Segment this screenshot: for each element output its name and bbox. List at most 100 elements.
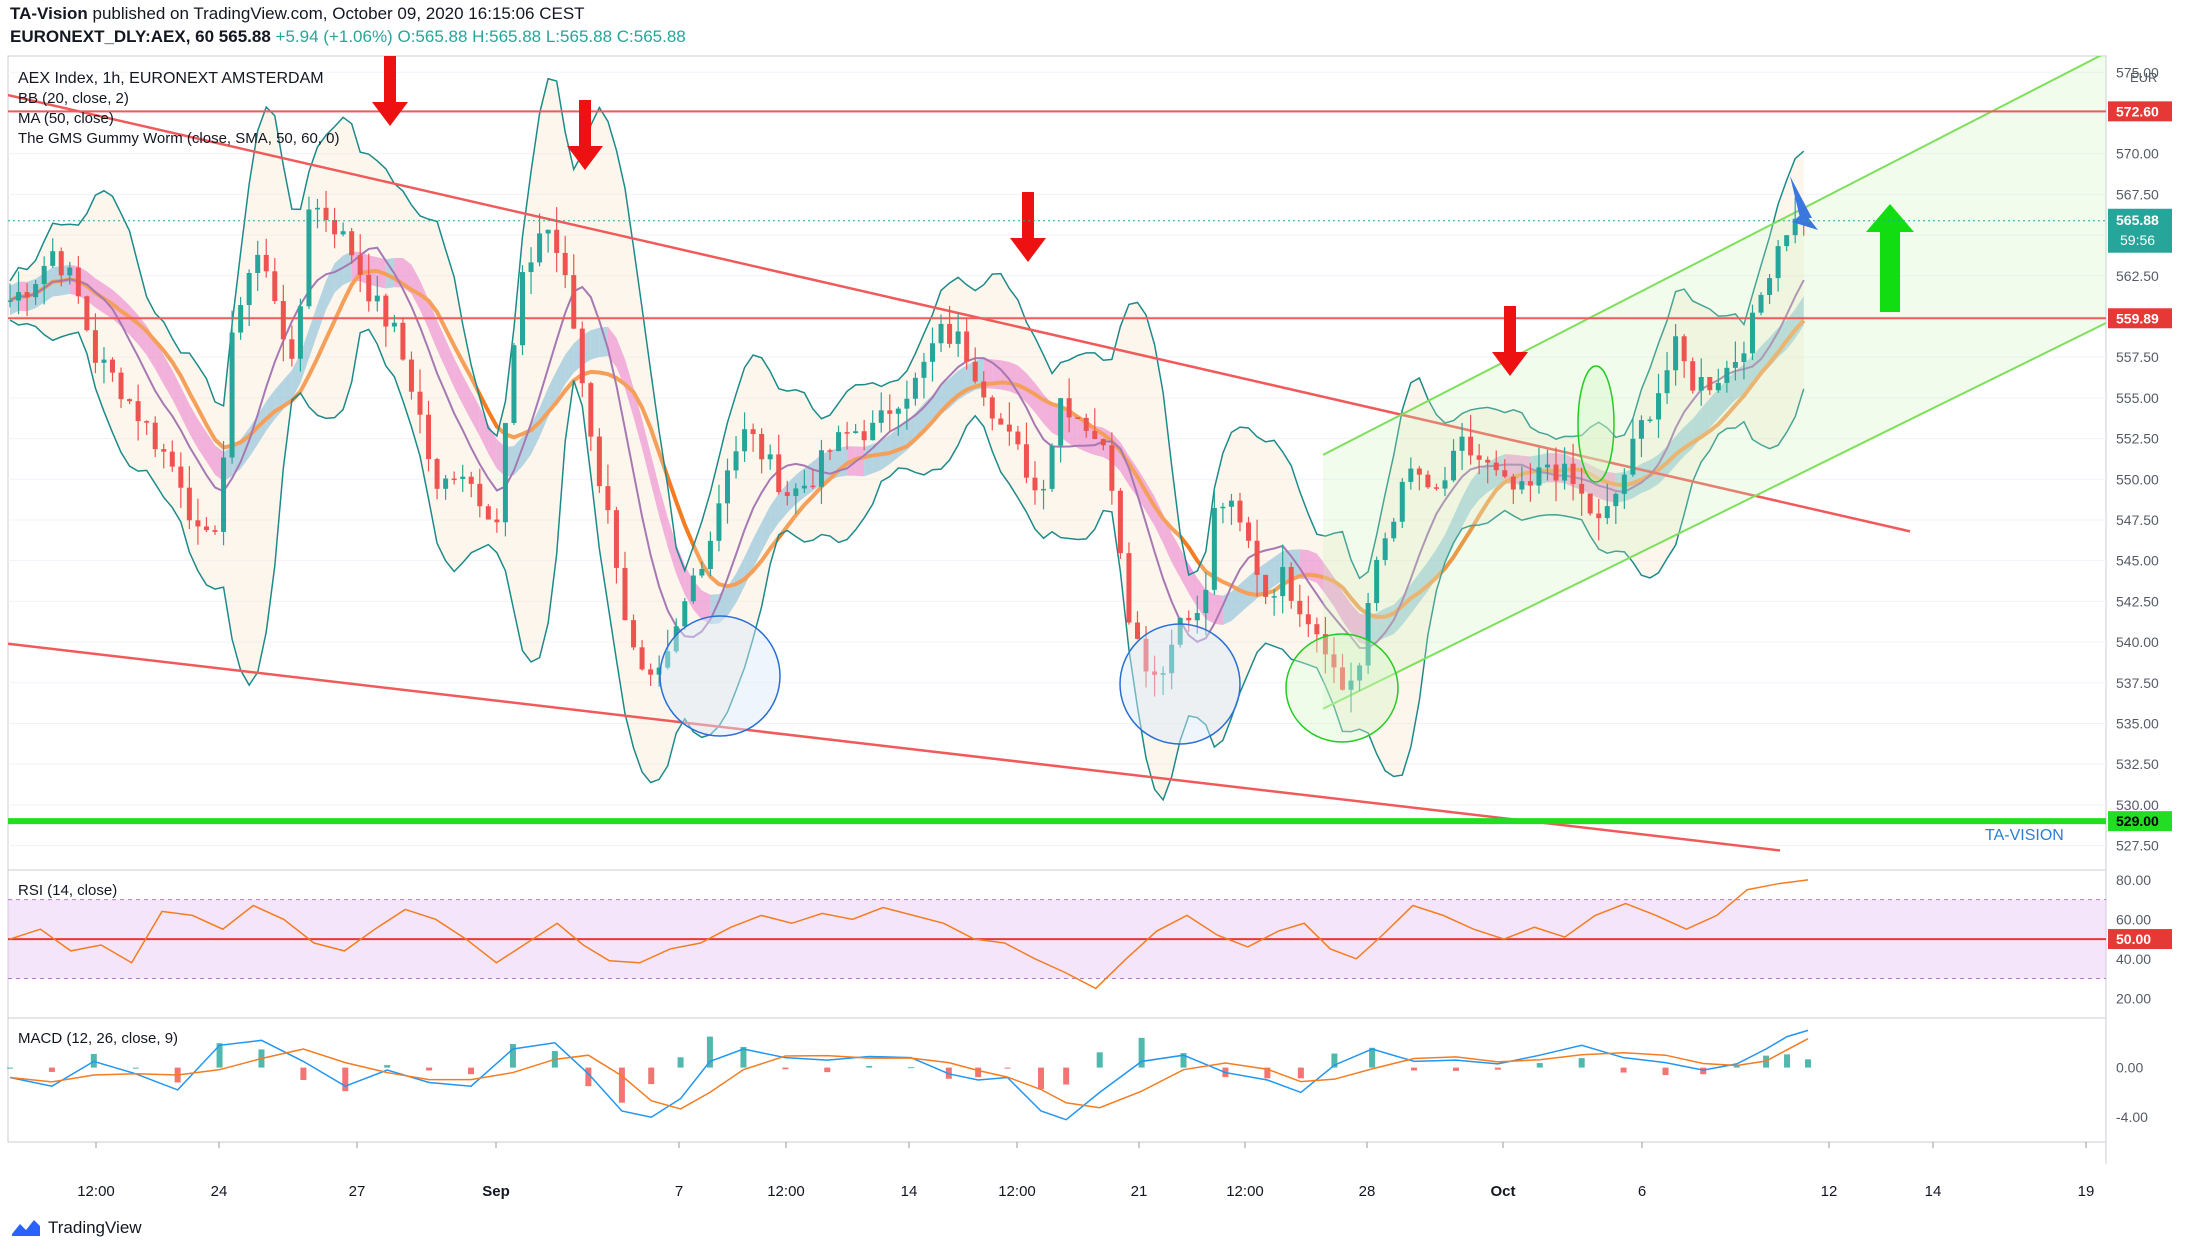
macd-histogram-bar [1620,1067,1627,1073]
candle-body [1792,218,1798,236]
price-tick-label: 570.00 [2116,146,2159,162]
candle-body [571,275,577,329]
channel-lower-line [1322,322,2106,710]
ribbon-segment [1496,454,1505,487]
rsi-tick-label: 40.00 [2116,951,2151,967]
publisher-line: TA-Vision published on TradingView.com, … [10,4,585,24]
candle-body [41,265,47,285]
candle-body [579,328,585,384]
candle-body [818,450,824,487]
legend-macd[interactable]: MACD (12, 26, close, 9) [18,1030,178,1047]
footer-brand[interactable]: TradingView [48,1218,142,1237]
price-axis[interactable]: 575.00572.50570.00567.50565.00562.50560.… [8,64,2172,854]
ribbon-segment [556,354,566,400]
legend-gms[interactable]: The GMS Gummy Worm (close, SMA, 50, 60, … [18,130,339,147]
price-tick-label: 550.00 [2116,471,2159,487]
chart-canvas[interactable]: 575.00572.50570.00567.50565.00562.50560.… [0,52,2194,1212]
candle-body [1562,463,1568,481]
candle-body [613,510,619,568]
time-tick-label: 28 [1359,1183,1376,1200]
candle-body [622,567,628,621]
candle-body [400,322,406,360]
macd-histogram-bar [1733,1065,1740,1068]
ribbon-segment [1316,553,1326,595]
candle-body [1015,431,1021,445]
ribbon-segment [1479,462,1488,500]
rsi-tick-label: 80.00 [2116,872,2151,888]
legend-bb[interactable]: BB (20, close, 2) [18,90,129,107]
macd-signal-line [9,1038,1809,1110]
macd-histogram-bar [1297,1067,1304,1079]
macd-tick-label: -4.00 [2116,1109,2148,1125]
candle-body [1741,353,1747,363]
candle-body [596,436,602,487]
time-axis[interactable]: 12:00 24 27 Sep 7 12:00 14 12:00 21 12:00 28 Oct 6 12… [77,1142,2094,1200]
candle-body [1579,483,1585,494]
candle-body [1246,522,1252,541]
macd-histogram-bar [342,1067,349,1092]
downtrend-line-upper [8,93,1911,533]
downtrend-line-lower [8,642,1781,852]
rsi-pane[interactable] [7,869,2107,1019]
price-tick-label: 567.50 [2116,186,2159,202]
candle-body [1237,500,1243,523]
candle-body [827,450,833,452]
candle-body [238,305,244,333]
ribbon-segment [599,326,608,358]
tradingview-logo-icon[interactable] [10,1218,42,1238]
rsi-tick-label: 60.00 [2116,911,2151,927]
candle-body [605,486,611,511]
ribbon-segment [1325,564,1334,607]
publisher-name[interactable]: TA-Vision [10,4,88,23]
macd-histogram-bar [509,1044,516,1068]
candle-body [323,207,329,220]
price-pane[interactable] [7,55,2107,871]
ribbon-segment [1735,364,1744,401]
candle-body [16,292,22,301]
candle-body [742,429,748,452]
candle-body [964,331,970,362]
symbol-label[interactable]: EURONEXT_DLY:AEX, 60 [10,27,215,46]
legend-rsi[interactable]: RSI (14, close) [18,882,117,899]
candle-body [1322,634,1328,655]
candle-body [1749,312,1755,354]
candle-body [1519,481,1525,490]
candle-body [212,530,218,532]
macd-histogram-bar [824,1067,831,1073]
candle-body [502,423,508,523]
price-tick-label: 575.00 [2116,64,2159,80]
candle-body [784,492,790,496]
candle-body [1066,398,1072,418]
candle-body [1254,540,1260,575]
candle-body [1767,278,1773,295]
candle-body [682,601,688,627]
ribbon-segment [633,387,643,449]
candlestick-series[interactable] [8,190,1807,713]
candle-body [1382,538,1388,560]
macd-indicator: 0.00 -4.00 [7,1029,2148,1125]
price-tick-label: 545.00 [2116,553,2159,569]
ribbon-segment [1017,365,1027,403]
candle-body [861,431,867,441]
candle-body [724,470,730,504]
candle-body [1391,521,1397,539]
candle-body [1510,476,1516,490]
time-tick-label: 19 [2078,1183,2095,1200]
candle-body [1459,436,1465,451]
time-tick-label: 12:00 [1226,1183,1264,1200]
level-price-tag [2108,811,2172,832]
up-arrow-icon [1866,204,1914,312]
macd-histogram-bar [1038,1067,1045,1090]
legend-ma[interactable]: MA (50, close) [18,110,114,127]
trend-drawings[interactable] [8,53,2106,852]
candle-body [1083,417,1089,431]
ribbon-segment [479,407,489,454]
macd-pane[interactable] [7,1017,2107,1143]
ribbon-segment [1163,514,1172,563]
last-price-tag [2108,208,2172,253]
candle-body [836,432,842,452]
candle-body [904,398,910,409]
highlight-circle [1285,633,1399,743]
bollinger-bands [9,77,1805,802]
candle-body [443,478,449,489]
